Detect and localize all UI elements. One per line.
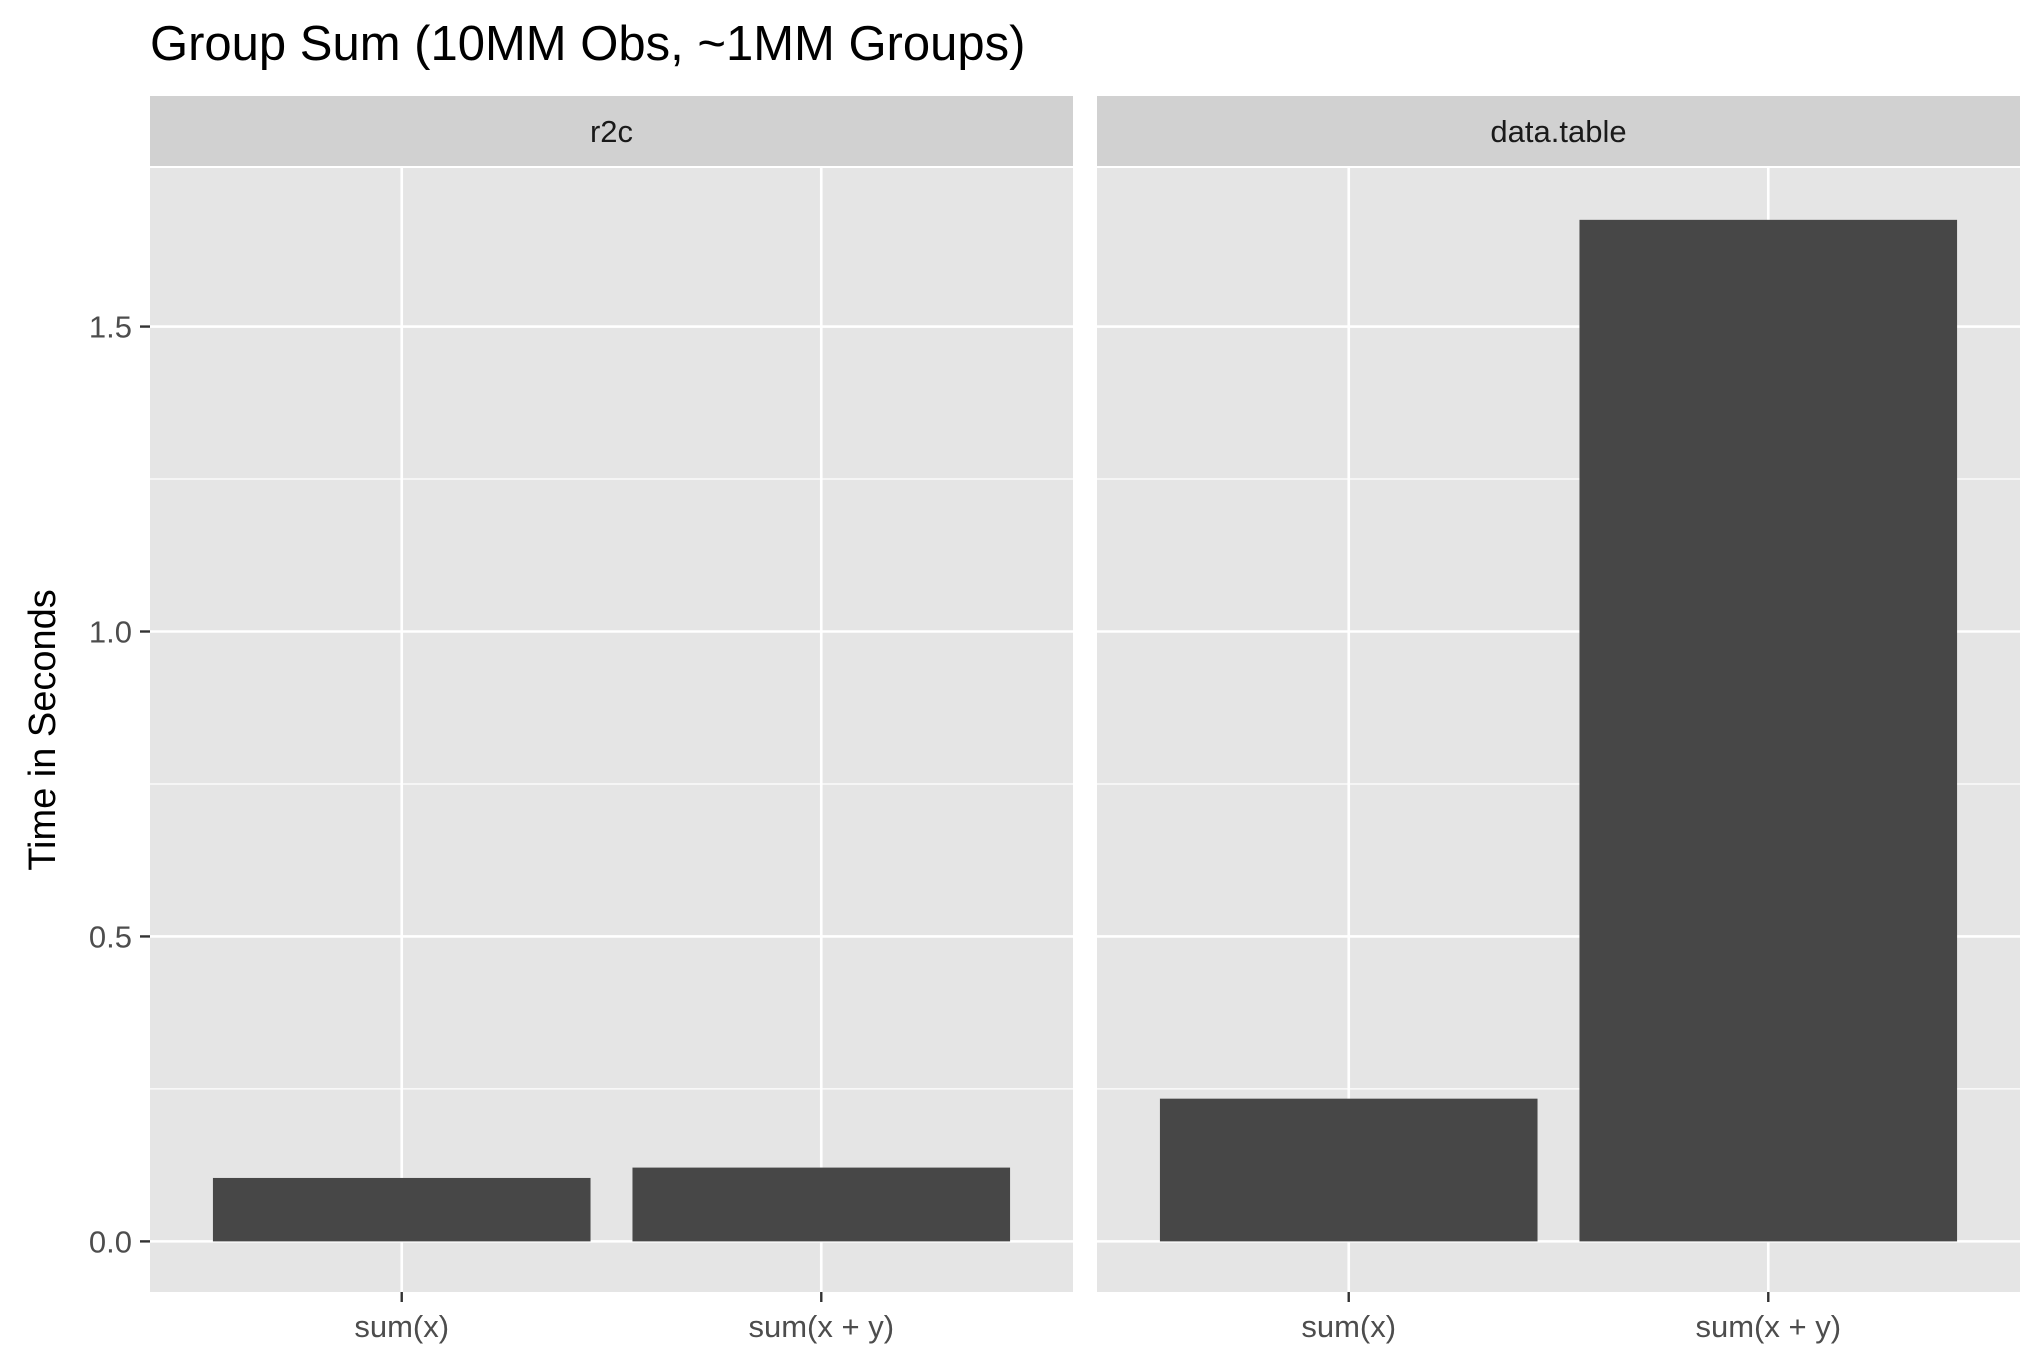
- y-tick-label: 0.0: [89, 1224, 132, 1259]
- facet-label: r2c: [590, 114, 633, 149]
- y-tick-label: 0.5: [89, 919, 132, 954]
- facet-strip: [150, 96, 1073, 166]
- plot-area: r2c sum(x) sum(x + y) data.table sum(x) sum(x…: [89, 96, 2020, 1344]
- bar-data-table-1: [1579, 219, 1958, 1242]
- bar-r2c-0: [212, 1177, 591, 1242]
- x-tick-label: sum(x + y): [748, 1309, 894, 1344]
- facet-strip: [1097, 96, 2020, 166]
- y-tick-label: 1.5: [89, 310, 132, 345]
- panel-background: [150, 168, 1073, 1292]
- y-axis-title: Time in Seconds: [22, 589, 64, 871]
- x-tick-label: sum(x + y): [1695, 1309, 1841, 1344]
- x-tick-label: sum(x): [354, 1309, 449, 1344]
- bar-r2c-1: [632, 1167, 1011, 1242]
- bar-data-table-0: [1159, 1098, 1538, 1242]
- facet-label: data.table: [1490, 114, 1626, 149]
- x-tick-label: sum(x): [1301, 1309, 1396, 1344]
- chart-title: Group Sum (10MM Obs, ~1MM Groups): [150, 17, 1025, 71]
- y-tick-label: 1.0: [89, 615, 132, 650]
